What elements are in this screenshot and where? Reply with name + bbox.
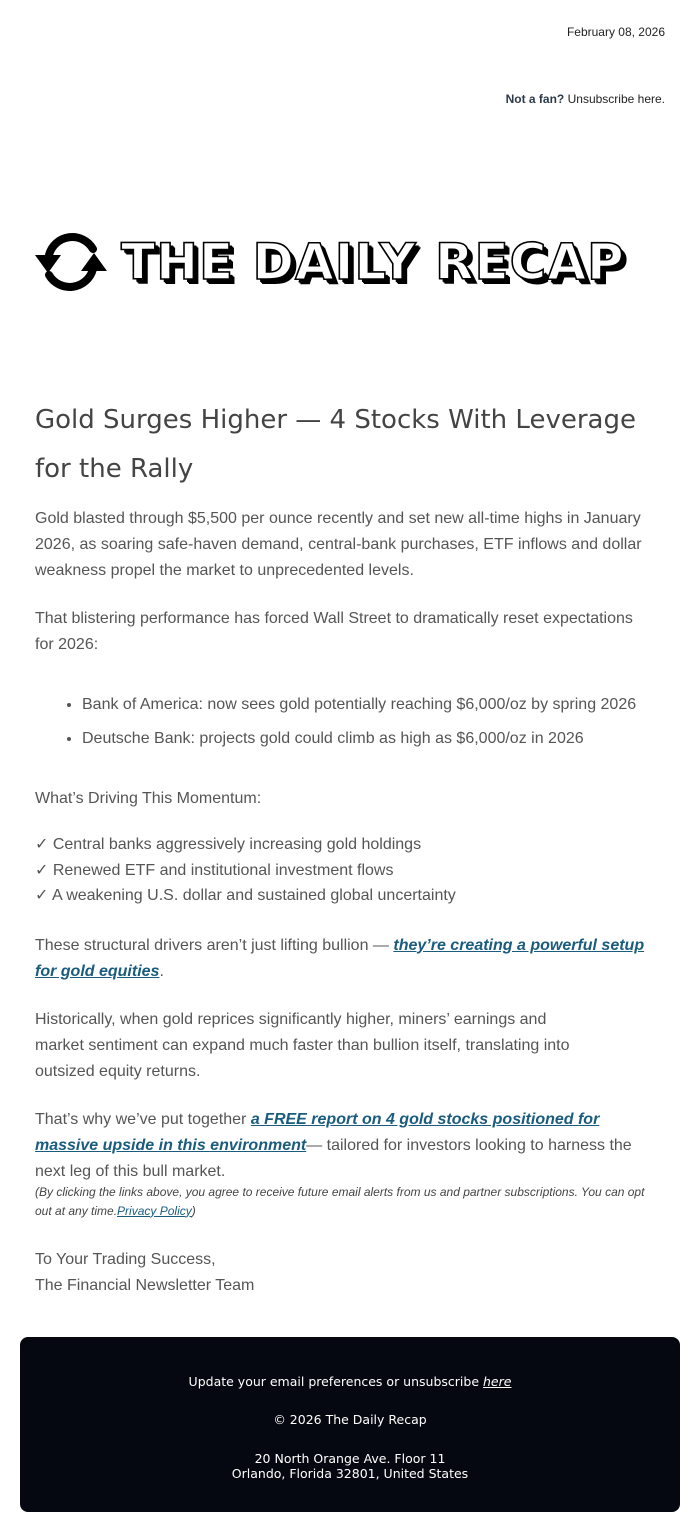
check-item: ✓ A weakening U.S. dollar and sustained … (35, 887, 456, 904)
check-item: ✓ Central banks aggressively increasing … (35, 836, 422, 853)
paragraph-expectations: That blistering performance has forced W… (35, 610, 633, 653)
team-name: The Financial Newsletter Team (35, 1276, 255, 1294)
forecast-list: Bank of America: now sees gold potential… (35, 688, 650, 756)
not-a-fan-label: Not a fan? (505, 92, 565, 106)
article: Gold Surges Higher — 4 Stocks With Lever… (35, 396, 650, 1299)
logo: THE DAILY RECAP (35, 222, 665, 302)
paragraph-drivers: These structural drivers aren’t just lif… (35, 933, 650, 985)
preferences-line: Update your email preferences or unsubsc… (20, 1337, 680, 1389)
text: — tailored for investors looking to harn… (35, 1136, 632, 1180)
footer: Update your email preferences or unsubsc… (20, 1337, 680, 1512)
text: ) (191, 1203, 196, 1218)
address-line: Orlando, Florida 32801, United States (231, 1466, 469, 1481)
preferences-link[interactable]: here (483, 1374, 512, 1389)
refresh-cycle-icon (35, 233, 107, 291)
text: These structural drivers aren’t just lif… (35, 936, 394, 954)
text: That’s why we’ve put together (35, 1110, 251, 1128)
signature: To Your Trading Success, The Financial N… (35, 1247, 650, 1299)
logo-text: THE DAILY RECAP (120, 232, 625, 292)
address-line: 20 North Orange Ave. Floor 11 (254, 1451, 446, 1466)
privacy-policy-link[interactable]: Privacy Policy (117, 1203, 192, 1218)
signoff: To Your Trading Success, (35, 1250, 216, 1268)
disclaimer: (By clicking the links above, you agree … (35, 1183, 650, 1221)
email-date: February 08, 2026 (566, 25, 665, 39)
list-item: Deutsche Bank: projects gold could climb… (82, 722, 650, 756)
text: Update your email preferences or unsubsc… (188, 1374, 483, 1389)
drivers-list: ✓ Central banks aggressively increasing … (35, 832, 650, 909)
unsubscribe-header: Not a fan? Unsubscribe here. (506, 92, 665, 106)
paragraph-intro: Gold blasted through $5,500 per ounce re… (35, 510, 642, 579)
check-item: ✓ Renewed ETF and institutional investme… (35, 861, 394, 879)
free-report-link[interactable]: a FREE report on 4 gold stocks positione… (35, 1110, 600, 1154)
text: . (159, 962, 164, 980)
list-item: Bank of America: now sees gold potential… (82, 688, 650, 722)
article-title: Gold Surges Higher — 4 Stocks With Lever… (35, 405, 636, 484)
copyright: © 2026 The Daily Recap (273, 1412, 427, 1427)
drivers-heading: What’s Driving This Momentum: (35, 790, 262, 807)
gold-equities-link[interactable]: they’re creating a powerful setup for go… (35, 936, 645, 980)
paragraph-report: That’s why we’ve put together a FREE rep… (35, 1107, 650, 1185)
paragraph-history: Historically, when gold reprices signifi… (35, 1010, 570, 1080)
unsubscribe-link[interactable]: Unsubscribe here. (567, 92, 665, 106)
text: (By clicking the links above, you agree … (35, 1184, 645, 1218)
